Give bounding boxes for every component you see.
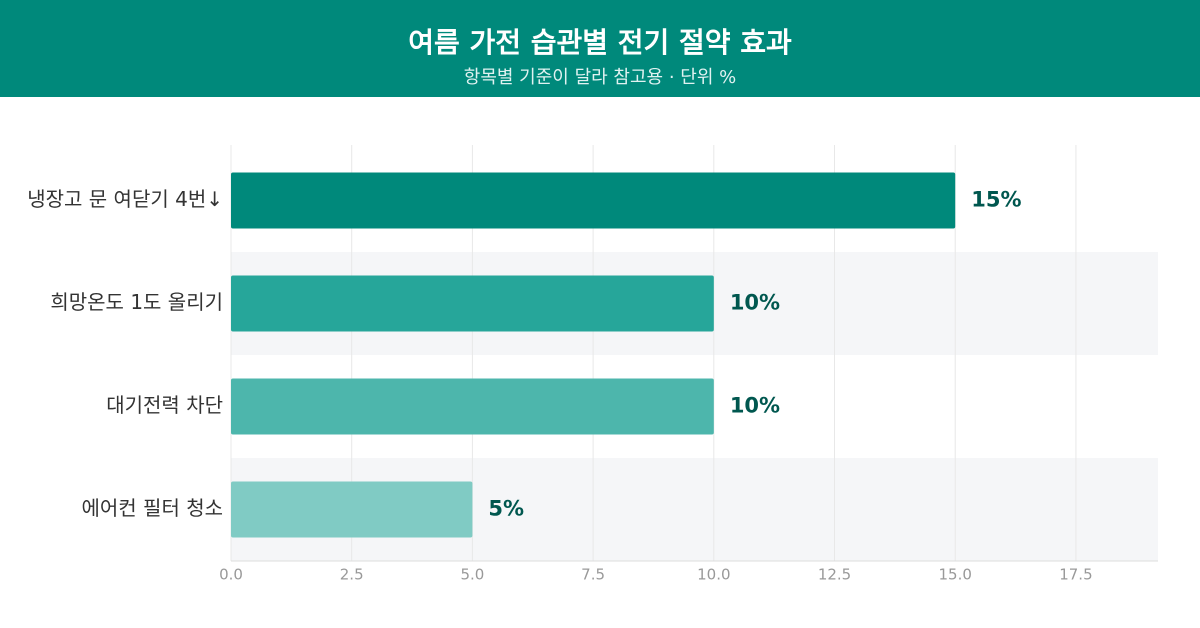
chart-title: 여름 가전 습관별 전기 절약 효과 <box>408 26 792 59</box>
x-tick-label: 15.0 <box>939 566 972 584</box>
y-tick-label: 에어컨 필터 청소 <box>81 496 223 520</box>
chart-subtitle: 항목별 기준이 달라 참고용 · 단위 % <box>464 67 736 88</box>
x-tick-label: 2.5 <box>340 566 364 584</box>
x-tick-label: 7.5 <box>581 566 605 584</box>
bar <box>231 378 714 435</box>
y-tick-label: 대기전력 차단 <box>106 393 223 417</box>
y-tick-label: 냉장고 문 여닫기 4번↓ <box>27 187 223 211</box>
value-label: 15% <box>971 188 1021 212</box>
value-label: 10% <box>730 394 780 418</box>
x-tick-label: 5.0 <box>460 566 484 584</box>
bar <box>231 481 473 538</box>
header-band <box>0 0 1200 97</box>
y-tick-label: 희망온도 1도 올리기 <box>50 290 223 314</box>
x-tick-label: 12.5 <box>818 566 851 584</box>
x-tick-label: 0.0 <box>219 566 243 584</box>
x-tick-label: 17.5 <box>1059 566 1092 584</box>
value-label: 5% <box>488 497 524 521</box>
bar <box>231 172 956 229</box>
value-label: 10% <box>730 291 780 315</box>
x-tick-label: 10.0 <box>697 566 730 584</box>
bar <box>231 275 714 332</box>
